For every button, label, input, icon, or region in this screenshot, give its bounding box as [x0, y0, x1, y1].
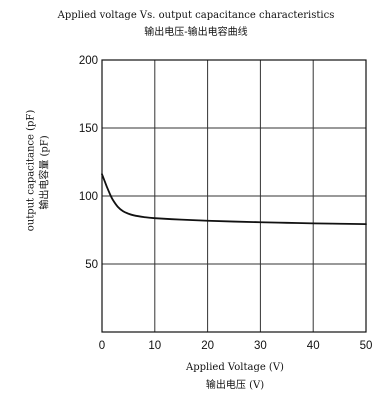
series-line [101, 173, 367, 226]
plot-frame [101, 59, 367, 333]
x-axis-label: Applied Voltage (V) [186, 362, 284, 373]
x-tick-label: 0 [99, 340, 105, 352]
chart-subtitle: 输出电压-输出电容曲线 [144, 27, 248, 38]
x-axis-label-cn: 输出电压 (V) [205, 380, 265, 391]
x-tick-label: 30 [254, 340, 267, 352]
y-tick-label: 50 [85, 259, 98, 271]
chart-title: Applied voltage Vs. output capacitance c… [57, 10, 335, 21]
y-tick-label: 100 [79, 191, 98, 203]
x-tick-label: 10 [148, 340, 161, 352]
x-tick-label: 50 [360, 340, 373, 352]
y-tick-label: 200 [79, 55, 98, 67]
x-tick-label: 40 [307, 340, 320, 352]
y-tick-label: 150 [79, 123, 98, 135]
x-tick-label: 20 [201, 340, 214, 352]
